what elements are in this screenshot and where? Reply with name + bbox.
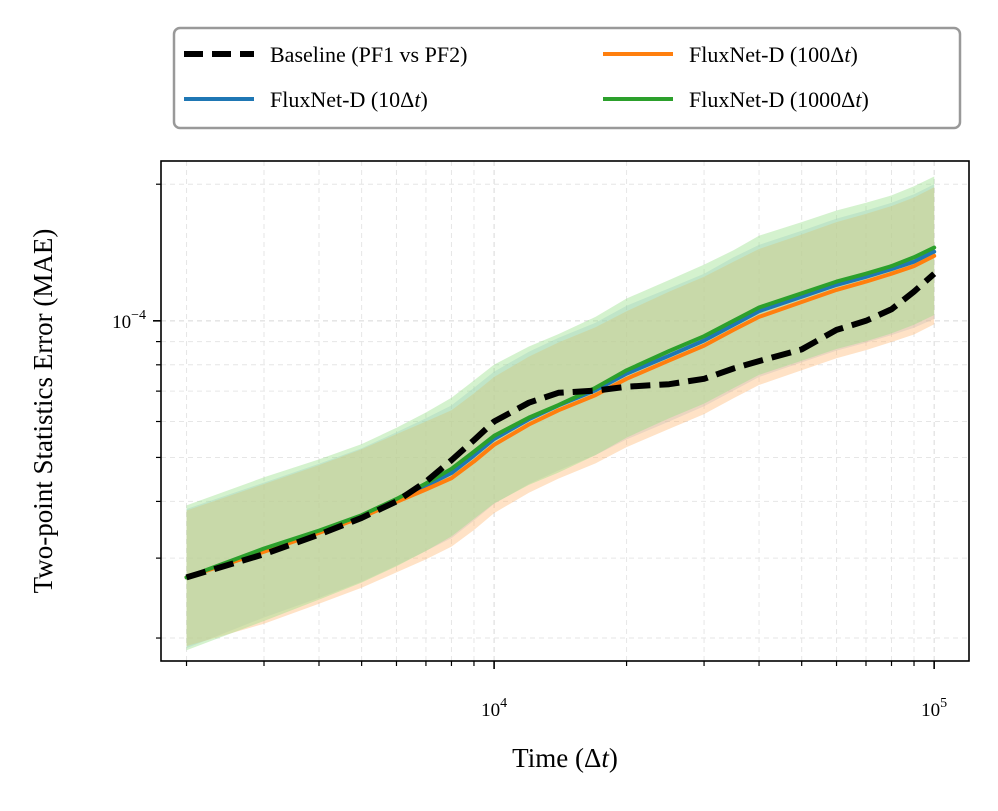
legend-item: FluxNet-D (10Δt) (184, 87, 428, 112)
plot-area: 104 105 10−4 (112, 160, 970, 721)
y-tick-label: 10−4 (112, 308, 146, 333)
legend-item: FluxNet-D (1000Δt) (603, 87, 869, 112)
confidence-band (186, 187, 935, 647)
y-axis-title: Two-point Statistics Error (MAE) (28, 229, 58, 594)
legend-item: Baseline (PF1 vs PF2) (184, 42, 467, 67)
axes-frame (160, 160, 970, 662)
legend-label: FluxNet-D (100Δt) (689, 42, 858, 67)
legend: Baseline (PF1 vs PF2) FluxNet-D (10Δt) Flu… (172, 26, 962, 130)
x-axis-title: Time (Δt) (512, 743, 618, 773)
legend-label: FluxNet-D (10Δt) (270, 87, 428, 112)
x-tick-label: 105 (921, 696, 947, 721)
legend-label: Baseline (PF1 vs PF2) (270, 42, 467, 67)
legend-item: FluxNet-D (100Δt) (603, 42, 858, 67)
legend-frame (172, 26, 962, 130)
series-line (185, 271, 937, 581)
confidence-band (186, 176, 935, 651)
x-tick-label: 104 (481, 696, 507, 721)
legend-label: FluxNet-D (1000Δt) (689, 87, 869, 112)
confidence-band (186, 184, 935, 649)
